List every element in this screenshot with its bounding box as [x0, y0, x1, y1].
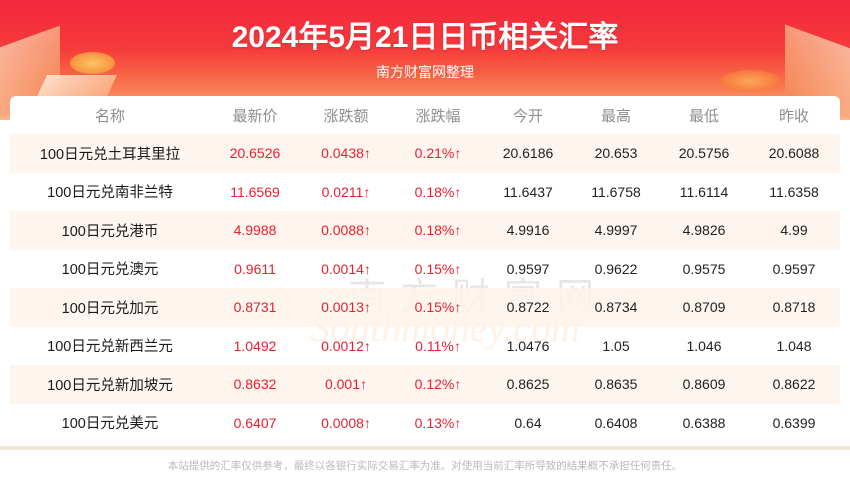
table-row: 100日元兑新加坡元 0.8632 0.001↑ 0.12%↑ 0.8625 0… [10, 365, 840, 404]
currency-pair: 100日元兑美元 [61, 416, 159, 433]
prev-close: 11.6358 [769, 183, 819, 200]
prev-close: 0.6399 [772, 414, 816, 431]
open-price: 0.8625 [484, 365, 572, 404]
latest-price: 0.9611 [234, 260, 276, 277]
disclaimer-text: 本站提供的汇率仅供参考，最终以各银行实际交易汇率为准。对使用当前汇率所导致的结果… [167, 460, 683, 472]
prev-close: 4.99 [748, 211, 840, 250]
low-price: 20.5756 [660, 134, 748, 173]
prev-close: 1.048 [776, 337, 812, 354]
column-header-low: 最低 [688, 107, 719, 125]
change-amount: 0.0088↑ [300, 211, 392, 250]
change-percent: 0.18%↑ [414, 183, 462, 200]
latest-price: 4.9988 [210, 211, 300, 250]
exchange-rate-table: 名称 最新价 涨跌额 涨跌幅 今开 最高 最低 昨收 100日元兑土耳其里拉 2… [10, 96, 840, 442]
open-price: 0.64 [514, 414, 542, 431]
low-price: 0.6388 [682, 414, 726, 431]
low-price: 1.046 [686, 337, 722, 354]
change-percent: 0.11%↑ [415, 337, 461, 354]
high-price: 0.8734 [572, 288, 660, 327]
prev-close: 0.8718 [748, 288, 840, 327]
low-price: 0.8709 [660, 288, 748, 327]
column-header-change: 涨跌额 [323, 107, 369, 125]
table-row: 100日元兑澳元 0.9611 0.0014↑ 0.15%↑ 0.9597 0.… [10, 250, 840, 289]
prev-close: 0.8622 [748, 365, 840, 404]
column-header-open: 今开 [512, 107, 543, 125]
high-price: 20.653 [572, 134, 660, 173]
divider [0, 446, 850, 450]
column-header-change-pct: 涨跌幅 [415, 107, 461, 125]
column-header-high: 最高 [600, 107, 631, 125]
prev-close: 20.6088 [748, 134, 840, 173]
change-percent: 0.18%↑ [392, 211, 484, 250]
high-price: 11.6758 [591, 183, 641, 200]
open-price: 11.6437 [503, 183, 553, 200]
table-row: 100日元兑南非兰特 11.6569 0.0211↑ 0.18%↑ 11.643… [10, 173, 840, 212]
column-header-name: 名称 [94, 107, 125, 125]
column-header-latest: 最新价 [232, 107, 278, 125]
open-price: 1.0476 [506, 337, 550, 354]
high-price: 1.05 [602, 337, 630, 354]
change-percent: 0.15%↑ [414, 260, 462, 277]
change-amount: 0.0012↑ [321, 337, 371, 354]
change-amount: 0.0211↑ [321, 183, 371, 200]
open-price: 4.9916 [484, 211, 572, 250]
change-amount: 0.0014↑ [321, 260, 371, 277]
open-price: 0.8722 [484, 288, 572, 327]
high-price: 0.9622 [594, 260, 638, 277]
low-price: 4.9826 [660, 211, 748, 250]
currency-pair: 100日元兑港币 [10, 211, 210, 250]
latest-price: 11.6569 [230, 183, 280, 200]
latest-price: 20.6526 [210, 134, 300, 173]
change-amount: 0.0438↑ [300, 134, 392, 173]
low-price: 0.9575 [682, 260, 726, 277]
currency-pair: 100日元兑南非兰特 [47, 185, 173, 202]
prev-close: 0.9597 [772, 260, 816, 277]
change-percent: 0.21%↑ [392, 134, 484, 173]
latest-price: 0.6407 [233, 414, 277, 431]
table-row: 100日元兑加元 0.8731 0.0013↑ 0.15%↑ 0.8722 0.… [10, 288, 840, 327]
currency-pair: 100日元兑土耳其里拉 [10, 134, 210, 173]
currency-pair: 100日元兑新西兰元 [47, 339, 173, 356]
page-subtitle: 南方财富网整理 [376, 64, 474, 80]
open-price: 20.6186 [484, 134, 572, 173]
change-percent: 0.15%↑ [392, 288, 484, 327]
change-amount: 0.001↑ [300, 365, 392, 404]
change-percent: 0.12%↑ [392, 365, 484, 404]
table-header-row: 名称 最新价 涨跌额 涨跌幅 今开 最高 最低 昨收 [10, 96, 840, 134]
open-price: 0.9597 [506, 260, 550, 277]
currency-pair: 100日元兑澳元 [61, 262, 159, 279]
rates-card: 南方财富网 Southmoney.com 名称 最新价 涨跌额 涨跌幅 今开 最… [10, 96, 840, 446]
table-row: 100日元兑新西兰元 1.0492 0.0012↑ 0.11%↑ 1.0476 … [10, 327, 840, 366]
page-title: 2024年5月21日日币相关汇率 [231, 21, 619, 54]
table-row: 100日元兑港币 4.9988 0.0088↑ 0.18%↑ 4.9916 4.… [10, 211, 840, 250]
change-amount: 0.0008↑ [321, 414, 371, 431]
decorative-glow [720, 70, 780, 92]
low-price: 0.8609 [660, 365, 748, 404]
change-percent: 0.13%↑ [414, 414, 462, 431]
high-price: 0.8635 [572, 365, 660, 404]
currency-pair: 100日元兑加元 [10, 288, 210, 327]
low-price: 11.6114 [679, 183, 729, 200]
latest-price: 0.8731 [210, 288, 300, 327]
currency-pair: 100日元兑新加坡元 [10, 365, 210, 404]
change-amount: 0.0013↑ [300, 288, 392, 327]
high-price: 4.9997 [572, 211, 660, 250]
latest-price: 0.8632 [210, 365, 300, 404]
latest-price: 1.0492 [233, 337, 277, 354]
table-row: 100日元兑土耳其里拉 20.6526 0.0438↑ 0.21%↑ 20.61… [10, 134, 840, 173]
table-row: 100日元兑美元 0.6407 0.0008↑ 0.13%↑ 0.64 0.64… [10, 404, 840, 443]
high-price: 0.6408 [594, 414, 638, 431]
decorative-glow [70, 52, 115, 74]
column-header-prev-close: 昨收 [778, 107, 809, 125]
